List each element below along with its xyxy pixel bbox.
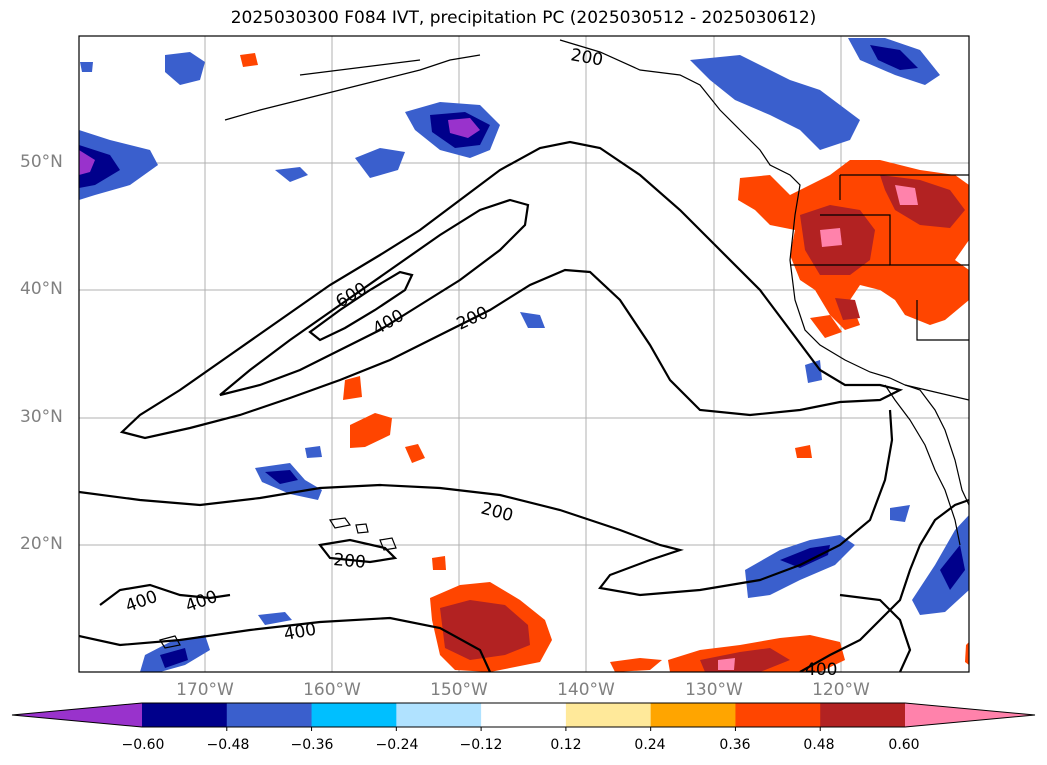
contour-label: 400	[805, 660, 837, 680]
colorbar-extend-low	[12, 703, 142, 727]
colorbar-extend-high	[905, 703, 1035, 727]
contour-400-main	[219, 198, 530, 397]
lon-label: 140°W	[557, 680, 615, 700]
contour-400-edge	[839, 593, 912, 672]
colorbar-tick-label: 0.12	[550, 737, 582, 753]
colorbar-segment	[311, 703, 397, 727]
contour-label: 400	[282, 620, 317, 645]
lat-label: 30°N	[20, 407, 63, 427]
contour-400-south-2	[79, 616, 492, 672]
colorbar-segment	[565, 703, 652, 727]
colorbar-tick-label: −0.24	[375, 737, 419, 753]
colorbar-tick-label: 0.60	[888, 737, 920, 753]
colorbar-segment	[142, 703, 228, 727]
precip-shading	[79, 38, 969, 672]
colorbar-tick-label: −0.12	[459, 737, 503, 753]
contour-200-south	[79, 409, 894, 597]
contour-400-se	[799, 498, 969, 672]
lon-label: 150°W	[430, 680, 488, 700]
colorbar	[11, 702, 1036, 731]
contour-200-main	[119, 140, 904, 440]
colorbar-tick-label: 0.48	[803, 737, 835, 753]
contour-label: 400	[123, 587, 160, 617]
lon-label: 160°W	[303, 680, 361, 700]
map-frame	[78, 35, 970, 673]
colorbar-segment	[226, 703, 313, 727]
colorbar-tick-label: 0.36	[719, 737, 751, 753]
lon-label: 130°W	[685, 680, 743, 700]
colorbar-tick-label: −0.48	[206, 737, 250, 753]
colorbar-segment	[820, 703, 906, 727]
contour-label: 200	[333, 550, 367, 573]
lon-label: 170°W	[176, 680, 234, 700]
lat-label: 20°N	[20, 534, 63, 554]
contour-600	[308, 270, 414, 342]
colorbar-segment	[735, 703, 821, 727]
colorbar-outline	[11, 702, 1036, 728]
contour-label: 400	[183, 587, 220, 617]
colorbar-tick-label: −0.60	[121, 737, 165, 753]
colorbar-segment	[396, 703, 482, 727]
lat-label: 50°N	[20, 152, 63, 172]
colorbar-tick-label: 0.24	[634, 737, 666, 753]
lat-label: 40°N	[20, 279, 63, 299]
colorbar-tick-label: −0.36	[290, 737, 334, 753]
contour-200-hawaii	[318, 538, 398, 564]
colorbar-segment	[650, 703, 736, 727]
lon-label: 120°W	[812, 680, 870, 700]
contour-label: 200	[569, 45, 604, 70]
contour-label: 200	[479, 499, 516, 527]
ivt-contours	[79, 140, 969, 672]
map-title: 2025030300 F084 IVT, precipitation PC (2…	[230, 8, 817, 28]
colorbar-segment	[481, 703, 567, 727]
contour-400-south	[99, 583, 231, 606]
coastlines	[159, 39, 969, 649]
